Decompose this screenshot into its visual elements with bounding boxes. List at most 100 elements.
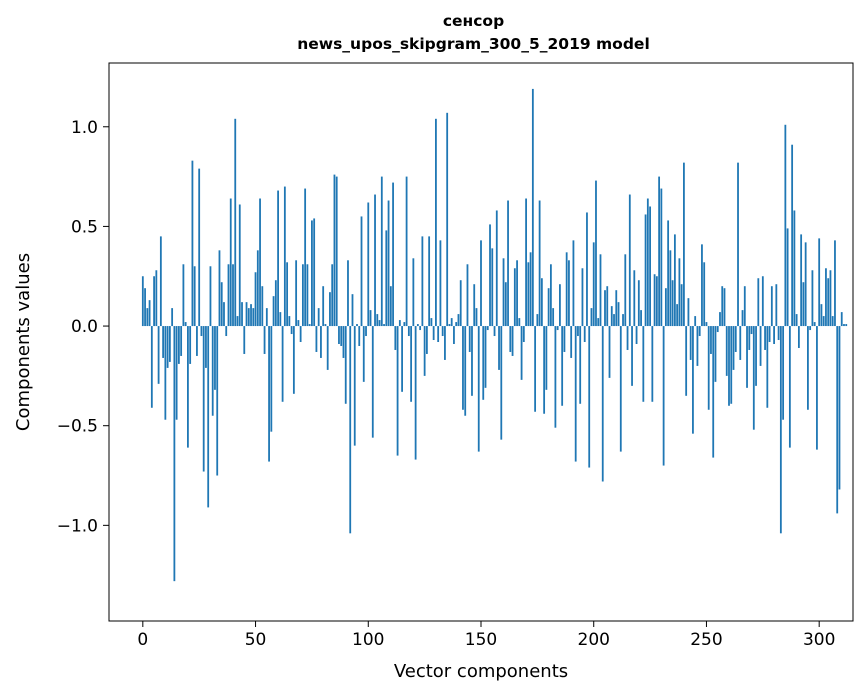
bar bbox=[286, 262, 289, 327]
bar bbox=[755, 326, 757, 386]
bar bbox=[191, 160, 194, 327]
bar bbox=[256, 250, 259, 327]
bar bbox=[640, 310, 642, 327]
bar bbox=[295, 260, 298, 327]
bar bbox=[313, 218, 316, 327]
y-tick-label: 1.0 bbox=[71, 118, 98, 138]
bar bbox=[220, 282, 223, 327]
bar bbox=[482, 326, 485, 400]
bar bbox=[811, 270, 814, 327]
bar bbox=[376, 314, 379, 327]
bar bbox=[315, 326, 318, 352]
x-tick-label: 300 bbox=[803, 630, 835, 650]
bar bbox=[615, 290, 618, 327]
bar bbox=[843, 324, 845, 327]
bar bbox=[398, 320, 401, 327]
bar bbox=[277, 190, 279, 327]
bar bbox=[329, 292, 331, 327]
bar bbox=[202, 326, 205, 472]
bar bbox=[822, 316, 825, 327]
bar bbox=[748, 326, 751, 350]
bar bbox=[153, 276, 155, 327]
y-axis-label: Components values bbox=[13, 253, 34, 431]
bar bbox=[311, 220, 313, 327]
bar bbox=[795, 314, 798, 327]
bar bbox=[141, 276, 144, 327]
bar bbox=[549, 264, 552, 327]
bar bbox=[441, 326, 444, 337]
bar bbox=[200, 326, 203, 337]
bar bbox=[545, 326, 548, 390]
bar bbox=[407, 326, 410, 337]
bar bbox=[518, 318, 521, 327]
bar bbox=[723, 288, 726, 327]
bar bbox=[392, 182, 394, 327]
bar bbox=[290, 326, 293, 335]
bar bbox=[306, 264, 309, 327]
x-axis-label: Vector components bbox=[394, 661, 568, 682]
bar bbox=[369, 310, 372, 327]
bar bbox=[421, 236, 424, 327]
bar bbox=[218, 250, 221, 327]
bar bbox=[577, 326, 579, 337]
bar bbox=[583, 326, 586, 342]
bar bbox=[782, 326, 785, 420]
bar bbox=[358, 326, 361, 346]
bar bbox=[707, 326, 710, 410]
bar bbox=[245, 302, 248, 327]
bar bbox=[752, 326, 755, 430]
bar bbox=[658, 176, 661, 327]
bar bbox=[297, 320, 300, 327]
bar bbox=[396, 326, 399, 456]
bar bbox=[340, 326, 343, 346]
bar bbox=[279, 312, 282, 327]
bar bbox=[498, 326, 500, 370]
bar bbox=[513, 268, 516, 327]
bar bbox=[466, 264, 469, 327]
bar bbox=[480, 240, 482, 327]
bar bbox=[412, 258, 415, 327]
bar bbox=[150, 326, 153, 408]
bar bbox=[270, 326, 273, 432]
bar bbox=[734, 326, 737, 352]
bar bbox=[538, 200, 541, 327]
bar bbox=[261, 286, 264, 327]
bar bbox=[299, 326, 302, 342]
bar bbox=[374, 194, 376, 327]
bar bbox=[649, 206, 651, 327]
bar bbox=[586, 212, 588, 327]
bar bbox=[750, 326, 753, 335]
bar bbox=[705, 322, 708, 327]
bar bbox=[737, 162, 739, 327]
bar bbox=[574, 326, 577, 462]
bar bbox=[225, 326, 228, 337]
bar bbox=[464, 326, 467, 416]
bar bbox=[660, 188, 663, 327]
bar bbox=[599, 254, 602, 327]
bar bbox=[793, 210, 796, 327]
bar bbox=[236, 316, 239, 327]
bar bbox=[344, 326, 347, 404]
bar bbox=[565, 252, 568, 327]
bar bbox=[730, 326, 733, 404]
bar bbox=[694, 316, 697, 327]
bar bbox=[196, 326, 198, 356]
bar bbox=[536, 314, 539, 327]
bar bbox=[766, 326, 769, 408]
bar bbox=[831, 316, 834, 327]
bar bbox=[405, 176, 408, 327]
bar bbox=[333, 174, 336, 327]
bar bbox=[437, 326, 440, 342]
bar bbox=[572, 240, 575, 327]
bar bbox=[725, 326, 728, 376]
bar bbox=[353, 326, 356, 446]
bar bbox=[180, 326, 183, 356]
bar bbox=[394, 326, 397, 350]
bar bbox=[383, 324, 385, 327]
bar bbox=[241, 302, 243, 327]
bar bbox=[403, 322, 406, 327]
bar bbox=[531, 88, 534, 327]
bar bbox=[802, 282, 805, 327]
bar bbox=[712, 326, 715, 458]
bar bbox=[509, 326, 512, 352]
